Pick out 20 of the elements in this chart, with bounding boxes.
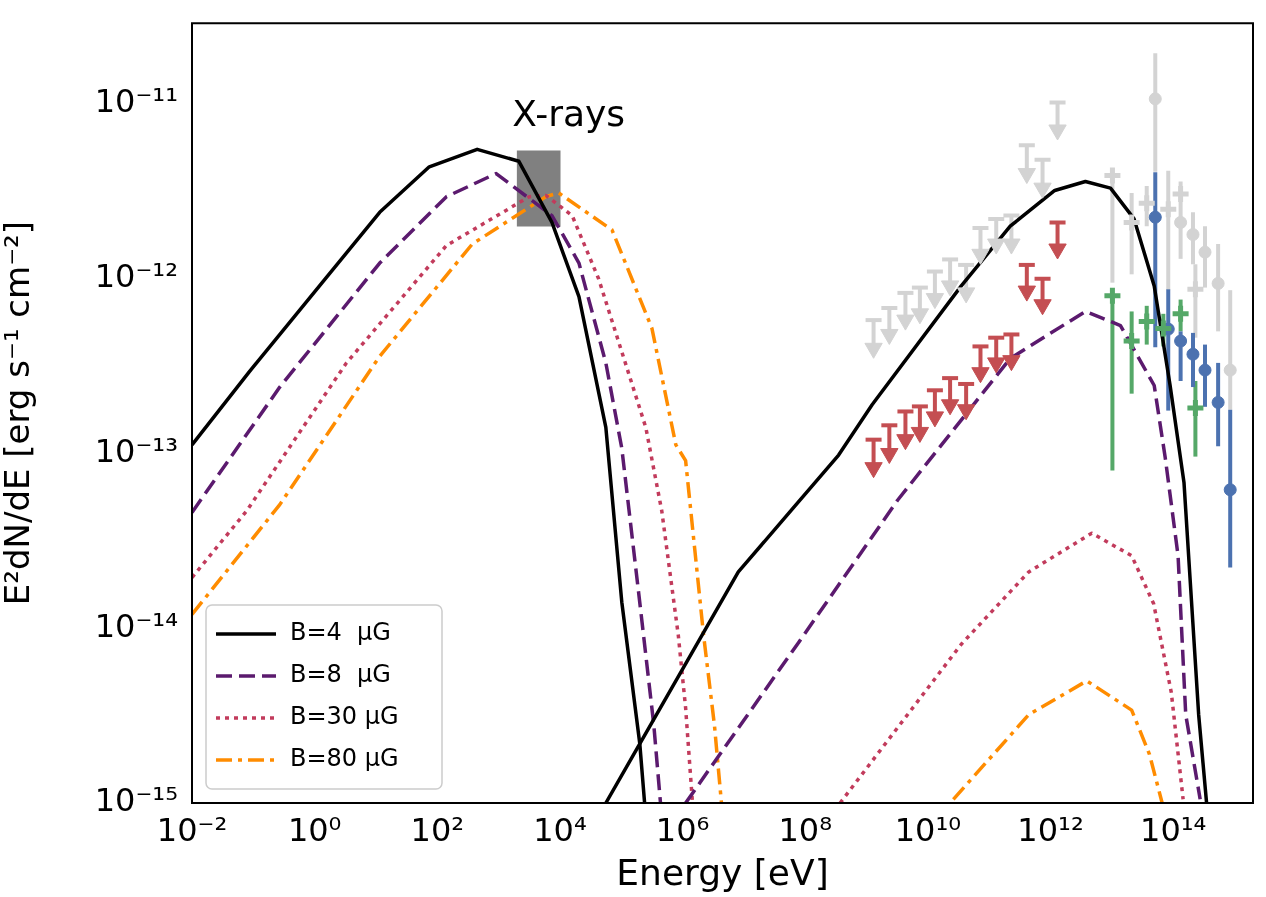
x-tick-label: 10⁴ — [533, 810, 587, 849]
x-axis-title: Energy [eV] — [616, 851, 829, 893]
x-tick-label: 10¹⁰ — [894, 810, 962, 849]
x-tick-label: 10⁰ — [287, 810, 342, 849]
legend-label: B=80 μG — [290, 744, 399, 773]
y-tick-label: 10⁻¹³ — [94, 431, 178, 470]
legend-label: B=4 μG — [290, 618, 391, 647]
x-tick-label: 10⁻² — [156, 810, 228, 849]
y-tick-label: 10⁻¹² — [94, 257, 178, 296]
y-axis-title: E²dN/dE [erg s⁻¹ cm⁻²] — [0, 221, 38, 606]
x-tick-label: 10¹⁴ — [1140, 810, 1207, 849]
x-tick-label: 10⁶ — [655, 810, 710, 849]
legend-label: B=8 μG — [290, 660, 391, 689]
legend-label: B=30 μG — [290, 702, 399, 731]
x-tick-label: 10¹² — [1017, 810, 1084, 849]
annotation: X-rays — [512, 93, 626, 135]
x-tick-label: 10² — [410, 810, 465, 849]
y-tick-label: 10⁻¹¹ — [94, 82, 178, 121]
y-tick-label: 10⁻¹⁴ — [94, 606, 178, 645]
x-tick-label: 10⁸ — [778, 810, 833, 849]
